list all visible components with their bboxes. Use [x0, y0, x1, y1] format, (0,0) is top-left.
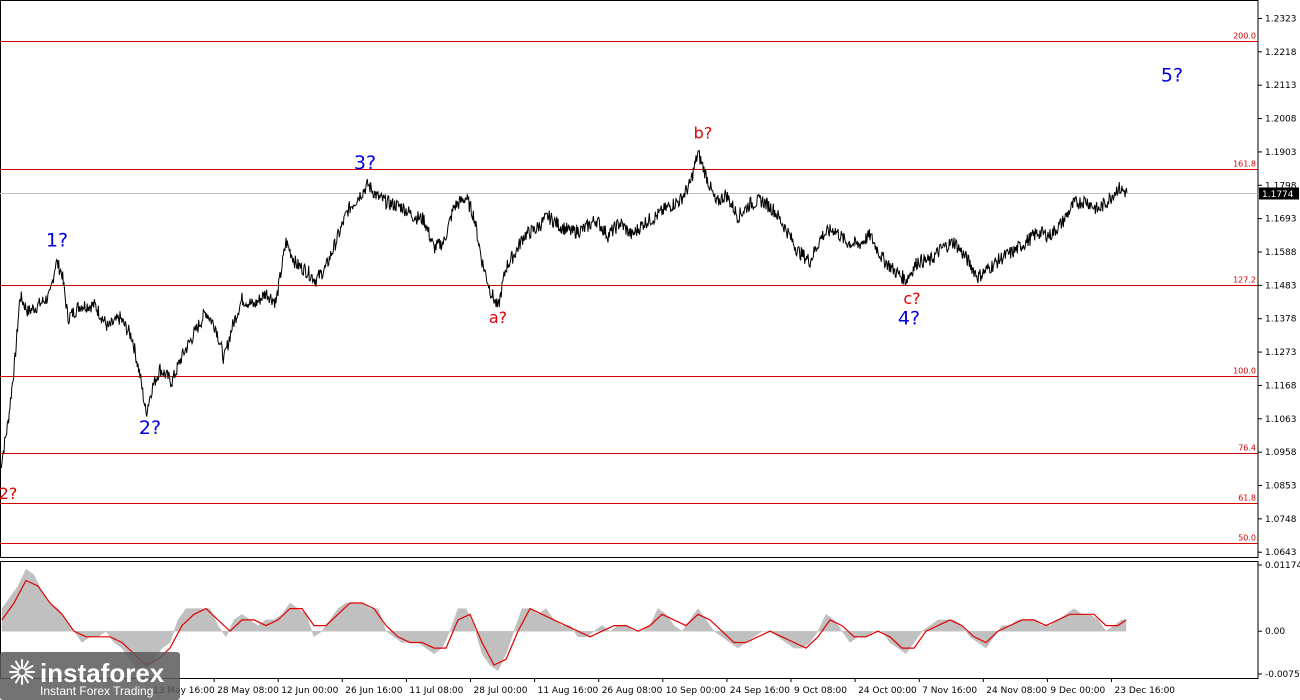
- wave-label: c?: [903, 289, 920, 308]
- y-tick-label: 1.0853: [1265, 482, 1297, 492]
- brand-sunburst-icon: [10, 673, 20, 679]
- x-tick-label: 7 Nov 16:00: [922, 686, 977, 696]
- y-tick-label: 1.1588: [1265, 248, 1297, 258]
- brand-logo-text: instaforex: [40, 658, 165, 688]
- wave-label: a?: [489, 308, 507, 327]
- x-tick-label: 28 Jul 00:00: [474, 686, 528, 696]
- fib-label-161-8: 161.8: [1233, 160, 1256, 169]
- y-tick-label: 1.1063: [1265, 415, 1297, 425]
- y-tick-label: 1.1483: [1265, 281, 1297, 291]
- price-line: [0, 149, 1128, 471]
- y-tick-label: 1.1168: [1265, 381, 1297, 391]
- fib-label-50-0: 50.0: [1238, 534, 1256, 543]
- brand-badge: [0, 652, 180, 700]
- osc-y-tick-label: 0.01174: [1265, 561, 1300, 571]
- x-tick-label: 26 Aug 08:00: [602, 686, 663, 696]
- oscillator-panel-frame: [0, 561, 1259, 679]
- x-tick-label: 28 May 08:00: [217, 686, 279, 696]
- x-tick-label: 11 Jul 08:00: [409, 686, 463, 696]
- x-tick-label: 13 May 16:00: [153, 686, 215, 696]
- price-y-axis: 1.2323 1.2218 1.2113 1.2008 1.1903 1.1798 1.16…: [1258, 14, 1299, 558]
- brand-sunburst-icon: [15, 674, 21, 684]
- y-tick-label: 1.1273: [1265, 348, 1297, 358]
- wave-label: b?: [694, 124, 713, 143]
- x-tick-label: 12 Jun 00:00: [281, 686, 338, 696]
- brand-sunburst-icon: [24, 673, 34, 679]
- wave-labels: 1? 2? 3? 4? 5? 2? a? b? c?: [0, 64, 1183, 503]
- brand-sunburst-icon: [10, 665, 20, 671]
- oscillator-signal-line: [1, 579, 1127, 666]
- osc-y-tick-label: -0.00759: [1265, 670, 1300, 680]
- chart-frames: [0, 0, 1259, 679]
- wave-label: 2?: [0, 484, 17, 503]
- fib-label-200-0: 200.0: [1233, 32, 1256, 41]
- x-tick-label: 11 Aug 16:00: [538, 686, 599, 696]
- wave-label: 1?: [46, 230, 68, 252]
- x-tick-label: 9 Dec 00:00: [1050, 686, 1105, 696]
- fib-label-61-8: 61.8: [1238, 494, 1256, 503]
- current-price-tag: [1259, 187, 1299, 200]
- current-price-label: 1.1774: [1262, 190, 1294, 200]
- y-tick-label: 1.2113: [1265, 81, 1297, 91]
- oscillator-histogram: [1, 568, 1127, 672]
- x-tick-label: 10 Sep 00:00: [666, 686, 726, 696]
- x-tick-label: 26 Jun 16:00: [345, 686, 402, 696]
- y-tick-label: 1.1693: [1265, 215, 1297, 225]
- wave-label: 3?: [354, 152, 376, 174]
- y-tick-label: 1.0643: [1265, 548, 1297, 558]
- x-tick-label: 9 Oct 08:00: [794, 686, 847, 696]
- y-tick-label: 1.1903: [1265, 148, 1297, 158]
- fibonacci-levels: 200.0 161.8 127.2 100.0 76.4 61.8 50.0: [0, 32, 1258, 544]
- fib-label-100-0: 100.0: [1233, 367, 1256, 376]
- x-tick-label: 24 Oct 00:00: [858, 686, 917, 696]
- osc-y-tick-label: 0.00: [1265, 627, 1285, 637]
- x-tick-label: 24 Nov 08:00: [986, 686, 1047, 696]
- price-series: [0, 149, 1128, 471]
- brand-sunburst-icon: [24, 665, 34, 671]
- y-tick-label: 1.2008: [1265, 115, 1297, 125]
- wave-label: 2?: [139, 417, 161, 439]
- brand-tagline: Instant Forex Trading: [40, 684, 153, 698]
- brand-sunburst-icon: [23, 674, 29, 684]
- fib-label-127-2: 127.2: [1233, 276, 1256, 285]
- oscillator-panel: 0.01174 0.00 -0.00759: [1, 561, 1300, 680]
- y-tick-label: 1.2323: [1265, 14, 1297, 24]
- y-tick-label: 1.1378: [1265, 315, 1297, 325]
- y-tick-label: 1.1798: [1265, 181, 1297, 191]
- fib-label-76-4: 76.4: [1238, 444, 1256, 453]
- wave-label: 5?: [1161, 64, 1183, 86]
- main-panel-frame: [0, 0, 1259, 558]
- wave-label: 4?: [898, 307, 920, 329]
- x-tick-label: 24 Sep 16:00: [730, 686, 790, 696]
- x-tick-label: 23 Dec 16:00: [1115, 686, 1176, 696]
- brand-sunburst-icon: [23, 660, 29, 670]
- y-tick-label: 1.0958: [1265, 448, 1297, 458]
- time-x-axis: 13 May 16:00 28 May 08:00 12 Jun 00:00 26 J…: [149, 678, 1176, 696]
- y-tick-label: 1.2218: [1265, 48, 1297, 58]
- y-tick-label: 1.0748: [1265, 515, 1297, 525]
- brand-sunburst-icon: [15, 660, 21, 670]
